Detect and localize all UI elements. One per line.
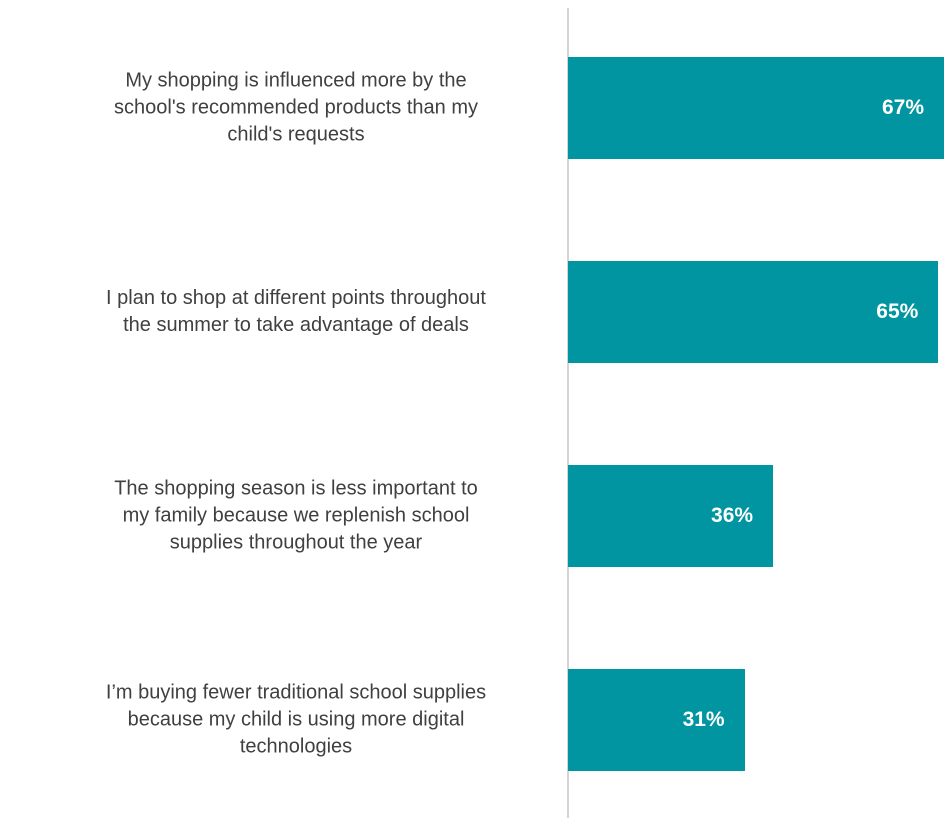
category-label: I’m buying fewer traditional school supp… bbox=[105, 681, 487, 758]
bar: 65% bbox=[568, 261, 939, 363]
bar: 36% bbox=[568, 465, 774, 567]
value-label: 31% bbox=[682, 708, 725, 731]
value-label: 65% bbox=[876, 300, 919, 323]
value-label: 67% bbox=[881, 96, 924, 119]
bar: 31% bbox=[568, 669, 745, 771]
value-label: 36% bbox=[711, 504, 754, 527]
bar: 67% bbox=[568, 57, 944, 159]
category-label: The shopping season is less important to… bbox=[114, 477, 478, 554]
category-label: I plan to shop at different points throu… bbox=[106, 287, 486, 336]
category-label: My shopping is influenced more by the sc… bbox=[114, 69, 478, 146]
axis-line bbox=[567, 8, 569, 818]
